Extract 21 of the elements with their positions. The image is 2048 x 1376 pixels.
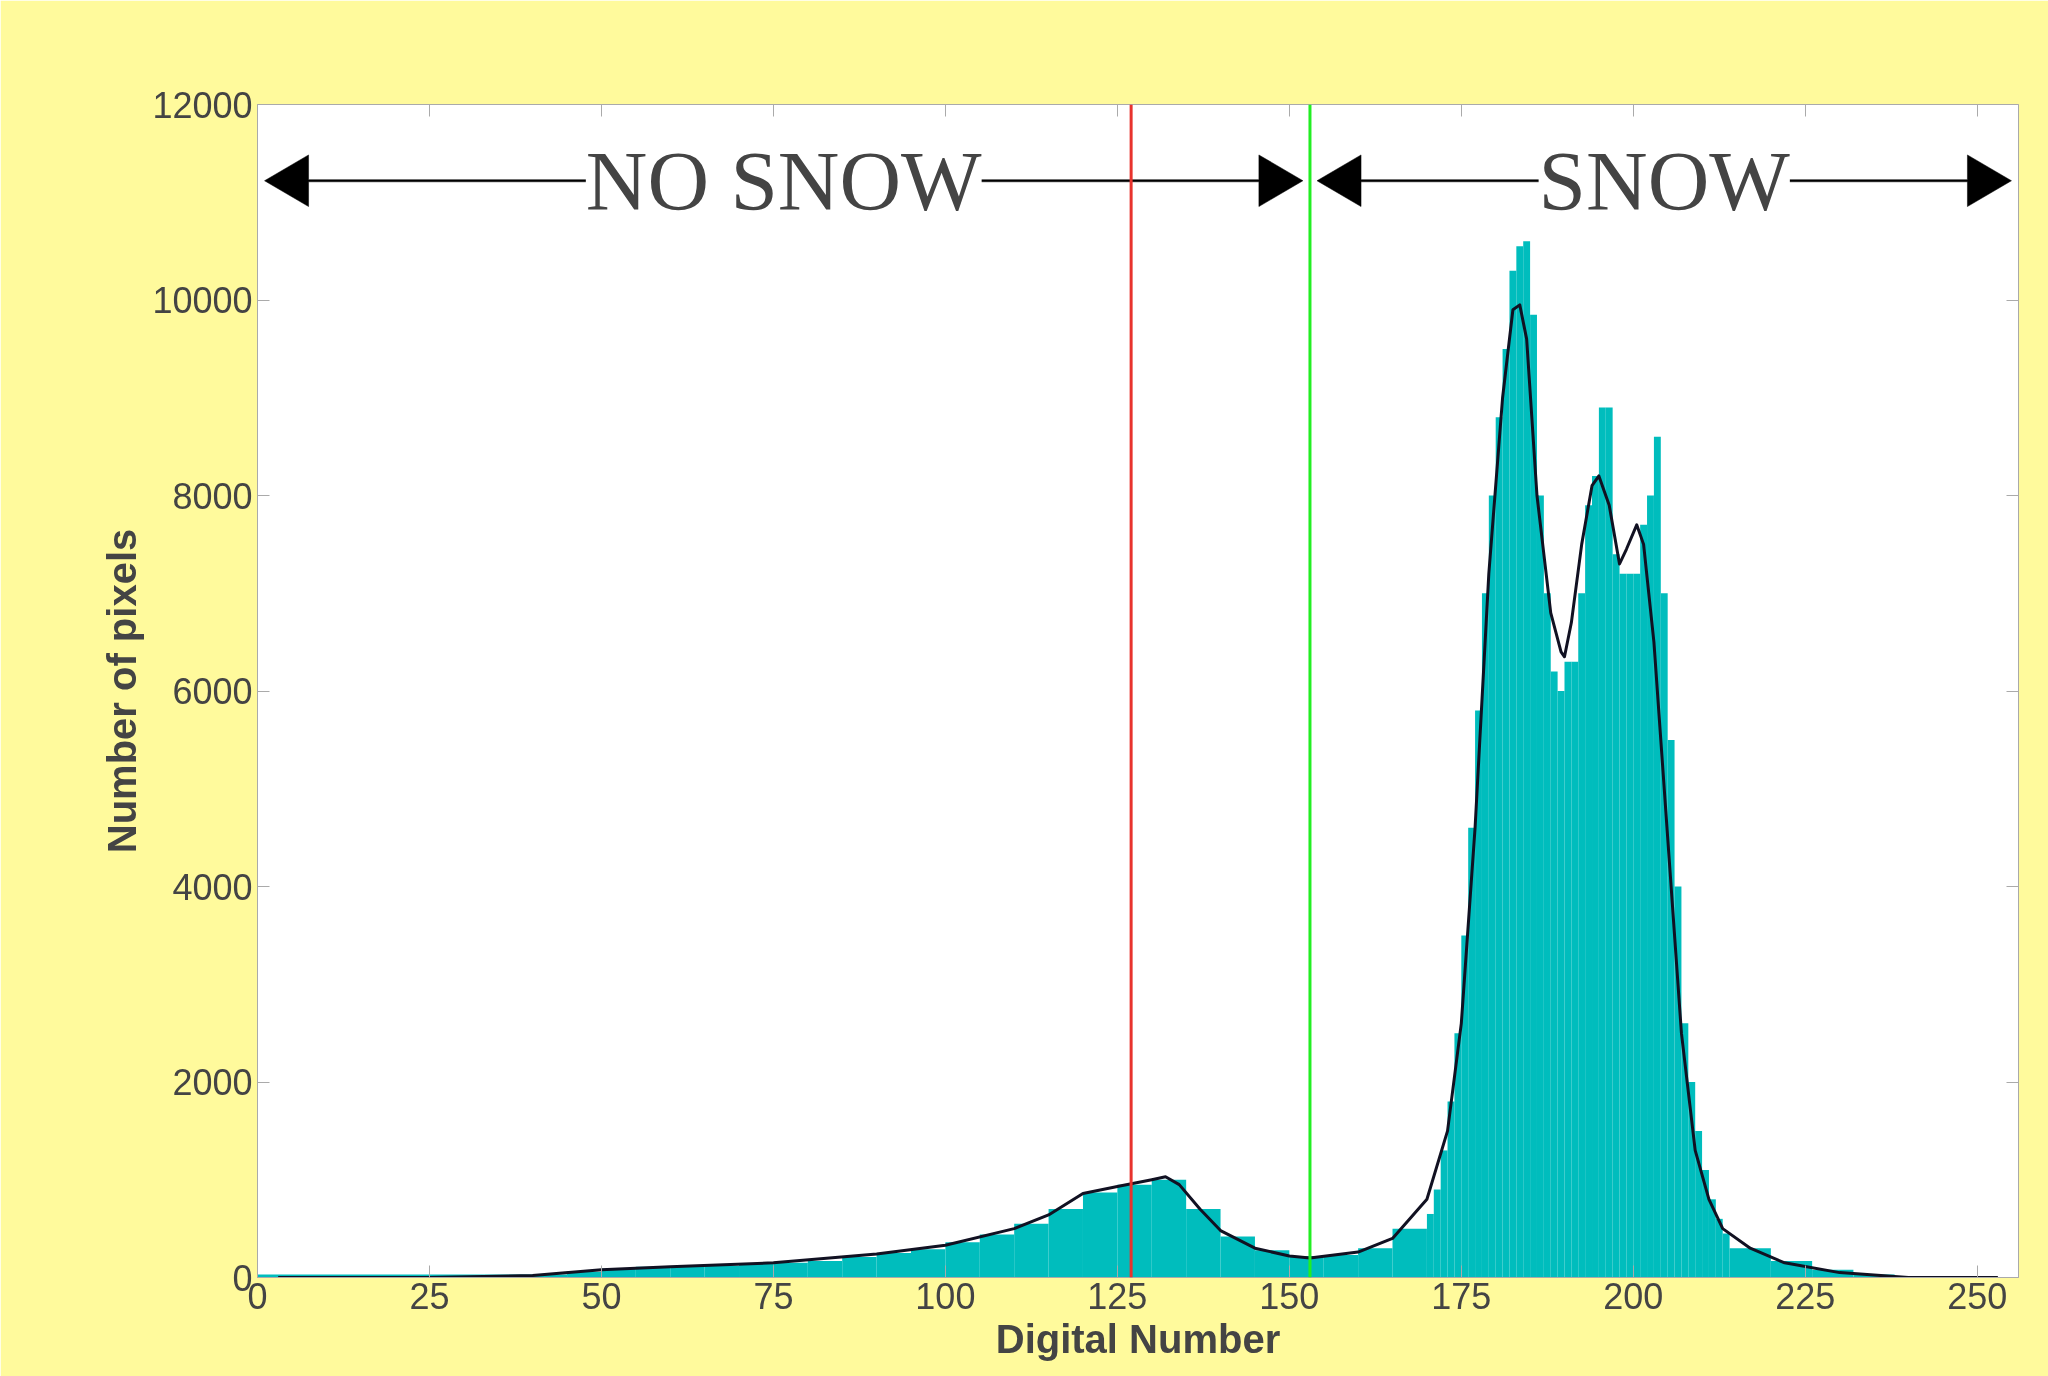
y-tick-label: 4000 [172, 866, 253, 908]
annotation: SNOW [1538, 133, 1791, 228]
x-tick-label: 150 [1259, 1275, 1320, 1317]
x-axis-title: Digital Number [995, 1316, 1281, 1361]
y-tick-label: 6000 [172, 671, 253, 712]
x-tick-label: 50 [581, 1275, 622, 1317]
x-tick-label: 125 [1087, 1275, 1148, 1317]
x-tick-label: 175 [1431, 1275, 1492, 1317]
annotation: NO SNOW [585, 133, 983, 228]
y-axis-title: Number of pixels [100, 528, 145, 854]
line-series [276, 303, 2000, 1278]
x-tick-label: 25 [409, 1275, 450, 1317]
y-tick-label: 10000 [152, 280, 253, 321]
x-tick-label: 75 [753, 1275, 794, 1317]
x-tick-label: 200 [1603, 1275, 1664, 1317]
x-tick-label: 250 [1947, 1275, 2008, 1317]
x-tick-label: 225 [1775, 1275, 1836, 1317]
y-tick-label: 8000 [172, 475, 253, 517]
y-tick-label: 2000 [172, 1062, 253, 1103]
y-tick-label: 12000 [152, 84, 253, 126]
x-tick-label: 100 [915, 1275, 976, 1317]
